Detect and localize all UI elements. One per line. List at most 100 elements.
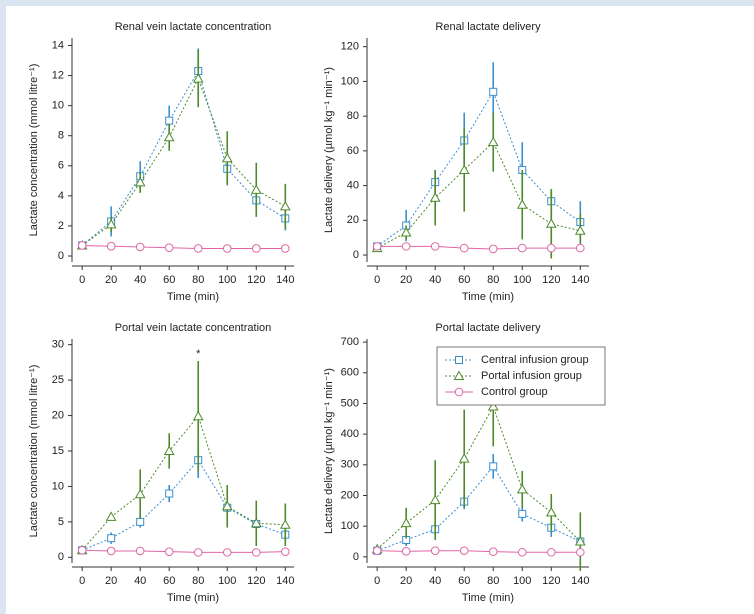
x-axis-label: Time (min) <box>167 291 219 303</box>
marker-triangle <box>250 184 262 194</box>
x-tick-label: 20 <box>105 575 117 587</box>
series-line <box>377 245 581 250</box>
y-tick-label: 300 <box>341 459 359 471</box>
marker-triangle <box>105 511 117 521</box>
y-tick-label: 0 <box>58 250 64 262</box>
legend-marker <box>453 370 465 380</box>
marker-triangle <box>458 164 470 174</box>
x-tick-label: 60 <box>458 575 470 587</box>
y-tick-label: 15 <box>52 445 64 457</box>
y-tick-label: 0 <box>353 551 359 563</box>
marker-circle <box>280 244 290 253</box>
series-line <box>81 69 286 246</box>
x-tick-label: 40 <box>134 274 146 286</box>
x-tick-label: 0 <box>79 274 85 286</box>
marker-triangle <box>279 519 291 529</box>
x-tick-label: 40 <box>134 575 146 587</box>
marker-circle <box>193 244 203 253</box>
marker-circle <box>401 242 411 251</box>
marker-circle <box>280 547 290 556</box>
x-tick-label: 40 <box>429 274 441 286</box>
marker-circle <box>372 242 382 251</box>
marker-circle <box>546 547 556 557</box>
series-line <box>376 90 581 247</box>
marker-triangle <box>105 218 117 229</box>
legend-label: Central infusion group <box>481 354 589 366</box>
y-tick-label: 100 <box>341 520 359 532</box>
subplot: Renal vein lactate concentration 0 2 4 6 8 10 1… <box>28 21 295 303</box>
marker-circle <box>106 241 116 251</box>
panel-background <box>6 6 754 614</box>
marker-circle <box>517 243 527 253</box>
y-tick-label: 14 <box>52 39 64 51</box>
y-tick-label: 12 <box>52 69 64 81</box>
y-tick-label: 5 <box>58 516 64 528</box>
marker-square <box>165 116 174 125</box>
marker-circle <box>459 546 469 556</box>
marker-triangle <box>134 176 146 187</box>
marker-triangle <box>192 73 204 83</box>
legend-marker <box>454 387 464 397</box>
x-tick-label: 20 <box>400 575 412 587</box>
marker-triangle <box>192 410 204 421</box>
marker-circle <box>251 548 261 557</box>
subplot: Portal lactate delivery01002003004005006… <box>323 322 606 604</box>
marker-circle <box>251 244 261 253</box>
series-line <box>376 141 581 249</box>
legend-label: Control group <box>481 386 548 398</box>
series-line <box>82 549 286 553</box>
marker-circle <box>106 546 116 556</box>
marker-circle <box>164 547 174 556</box>
marker-circle <box>135 546 145 556</box>
marker-triangle <box>134 488 146 499</box>
marker-circle <box>546 243 556 253</box>
x-tick-label: 140 <box>276 274 294 286</box>
marker-triangle <box>400 517 412 528</box>
marker-square <box>107 534 116 543</box>
y-tick-label: 0 <box>58 551 64 563</box>
y-tick-label: 700 <box>341 336 359 348</box>
subplot: Portal vein lactate concentration 0 5 10 15 2… <box>28 322 295 604</box>
y-tick-label: 40 <box>347 180 359 192</box>
x-tick-label: 60 <box>163 575 175 587</box>
marker-triangle <box>221 152 233 163</box>
y-axis-label: Lactate concentration (mmol litre⁻¹) <box>28 64 40 237</box>
series-line <box>81 77 286 246</box>
y-tick-label: 80 <box>347 110 359 122</box>
y-tick-label: 600 <box>341 367 359 379</box>
x-tick-label: 80 <box>192 575 204 587</box>
marker-triangle <box>279 200 291 211</box>
marker-triangle <box>250 517 262 528</box>
marker-triangle <box>163 131 175 142</box>
marker-circle <box>517 547 527 557</box>
y-tick-label: 60 <box>347 145 359 157</box>
y-tick-label: 4 <box>58 190 64 202</box>
x-axis-label: Time (min) <box>462 291 514 303</box>
marker-triangle <box>458 453 470 463</box>
marker-triangle <box>400 226 412 237</box>
x-tick-label: 40 <box>429 575 441 587</box>
y-axis-label: Lactate delivery (µmol kg⁻¹ min⁻¹) <box>323 67 335 233</box>
marker-triangle <box>487 400 499 411</box>
x-tick-label: 20 <box>400 274 412 286</box>
x-tick-label: 20 <box>105 274 117 286</box>
y-tick-label: 25 <box>52 374 64 386</box>
y-tick-label: 400 <box>341 428 359 440</box>
series-line <box>81 459 286 551</box>
y-tick-label: 2 <box>58 220 64 232</box>
y-axis-label: Lactate concentration (mmol litre⁻¹) <box>28 365 40 538</box>
marker-circle <box>77 241 87 250</box>
marker-circle <box>164 243 174 253</box>
marker-circle <box>77 545 87 555</box>
marker-circle <box>135 242 145 252</box>
x-tick-label: 0 <box>79 575 85 587</box>
y-axis-label: Lactate delivery (µmol kg⁻¹ min⁻¹) <box>323 368 335 534</box>
marker-circle <box>488 547 498 556</box>
subplot: Renal lactate delivery 0 20 40 60 80 100 120 0 20… <box>323 21 590 303</box>
x-tick-label: 120 <box>542 274 560 286</box>
marker-circle <box>459 243 469 253</box>
x-tick-label: 80 <box>487 274 499 286</box>
marker-triangle <box>574 225 586 235</box>
legend-marker <box>455 356 463 364</box>
